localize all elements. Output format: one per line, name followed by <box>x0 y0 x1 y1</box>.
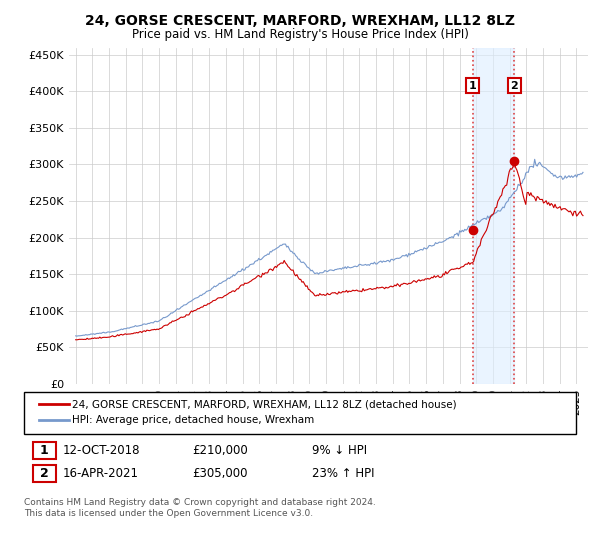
Text: 1: 1 <box>469 81 476 91</box>
Text: Contains HM Land Registry data © Crown copyright and database right 2024.
This d: Contains HM Land Registry data © Crown c… <box>24 498 376 518</box>
Text: £210,000: £210,000 <box>192 444 248 458</box>
Text: 9% ↓ HPI: 9% ↓ HPI <box>312 444 367 458</box>
Text: 16-APR-2021: 16-APR-2021 <box>63 466 139 480</box>
Text: HPI: Average price, detached house, Wrexham: HPI: Average price, detached house, Wrex… <box>72 415 314 425</box>
Text: Price paid vs. HM Land Registry's House Price Index (HPI): Price paid vs. HM Land Registry's House … <box>131 28 469 41</box>
Text: £305,000: £305,000 <box>192 466 248 480</box>
Text: 2: 2 <box>511 81 518 91</box>
Text: 24, GORSE CRESCENT, MARFORD, WREXHAM, LL12 8LZ (detached house): 24, GORSE CRESCENT, MARFORD, WREXHAM, LL… <box>72 399 457 409</box>
Text: 23% ↑ HPI: 23% ↑ HPI <box>312 466 374 480</box>
Text: 12-OCT-2018: 12-OCT-2018 <box>63 444 140 458</box>
Text: 1: 1 <box>40 444 49 458</box>
Text: 2: 2 <box>40 466 49 480</box>
Text: 24, GORSE CRESCENT, MARFORD, WREXHAM, LL12 8LZ: 24, GORSE CRESCENT, MARFORD, WREXHAM, LL… <box>85 14 515 28</box>
Bar <box>473 48 514 384</box>
